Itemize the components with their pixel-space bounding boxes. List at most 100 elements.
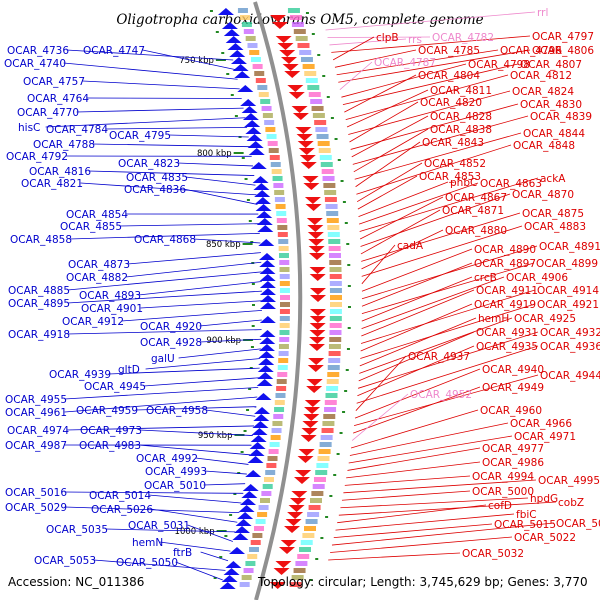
gene-label-right[interactable]: OCAR_4949 <box>482 382 544 394</box>
gene-label-left[interactable]: OCAR_4958 <box>146 405 208 417</box>
gene-label-right[interactable]: OCAR_4899 <box>536 258 598 270</box>
gene-label-left[interactable]: OCAR_4901 <box>81 303 143 315</box>
gene-label-right[interactable]: OCAR_4971 <box>514 431 576 443</box>
gene-label-right[interactable]: crcB <box>474 272 497 284</box>
gene-label-left[interactable]: OCAR_5014 <box>89 490 151 502</box>
gene-label-right[interactable]: OCAR_4787 <box>374 57 436 69</box>
gene-label-right[interactable]: OCAR_4867 <box>445 192 507 204</box>
gene-label-right[interactable]: rrs <box>408 34 422 46</box>
gene-label-right[interactable]: OCAR_5015 <box>494 519 556 531</box>
gene-label-left[interactable]: OCAR_4882 <box>66 272 128 284</box>
gene-label-right[interactable]: OCAR_4935 <box>476 341 538 353</box>
gene-label-right[interactable]: OCAR_4936 <box>540 341 600 353</box>
gene-label-left[interactable]: OCAR_5050 <box>116 557 178 569</box>
gene-label-left[interactable]: OCAR_5010 <box>144 480 206 492</box>
gene-label-right[interactable]: OCAR_4848 <box>513 140 575 152</box>
gene-label-left[interactable]: OCAR_4854 <box>66 209 128 221</box>
gene-label-left[interactable]: OCAR_4973 <box>80 425 142 437</box>
gene-label-left[interactable]: OCAR_4955 <box>5 394 67 406</box>
gene-label-left[interactable]: OCAR_4757 <box>23 76 85 88</box>
gene-label-right[interactable]: OCAR_4871 <box>442 205 504 217</box>
gene-label-left[interactable]: OCAR_4747 <box>83 45 145 57</box>
gene-label-left[interactable]: ftrB <box>173 547 192 559</box>
gene-label-right[interactable]: hemH <box>478 313 509 325</box>
gene-label-right[interactable]: OCAR_4940 <box>482 364 544 376</box>
gene-label-right[interactable]: OCAR_4875 <box>522 208 584 220</box>
gene-label-right[interactable]: OCAR_4911 <box>476 285 538 297</box>
gene-label-right[interactable]: OCAR_5012 <box>556 518 600 530</box>
gene-label-right[interactable]: OCAR_4797 <box>532 31 594 43</box>
gene-label-right[interactable]: OCAR_4931 <box>476 327 538 339</box>
gene-label-left[interactable]: OCAR_4928 <box>140 337 202 349</box>
gene-label-right[interactable]: cadA <box>397 240 424 252</box>
gene-label-left[interactable]: OCAR_4823 <box>118 158 180 170</box>
gene-label-right[interactable]: OCAR_4798 <box>468 59 530 71</box>
gene-label-right[interactable]: OCAR_4966 <box>510 418 572 430</box>
gene-label-right[interactable]: OCAR_4925 <box>514 313 576 325</box>
gene-label-left[interactable]: OCAR_5026 <box>91 504 153 516</box>
gene-label-left[interactable]: galU <box>151 353 175 365</box>
gene-label-right[interactable]: OCAR_4839 <box>530 111 592 123</box>
gene-label-right[interactable]: OCAR_4890 <box>474 244 536 256</box>
gene-label-left[interactable]: OCAR_4939 <box>49 369 111 381</box>
gene-label-right[interactable]: clpB <box>376 32 399 44</box>
gene-label-right[interactable]: OCAR_4960 <box>480 405 542 417</box>
gene-label-right[interactable]: OCAR_4853 <box>419 171 481 183</box>
gene-label-left[interactable]: OCAR_4858 <box>10 234 72 246</box>
gene-label-left[interactable]: OCAR_4959 <box>76 405 138 417</box>
gene-label-right[interactable]: fbiC <box>516 509 537 521</box>
gene-label-right[interactable]: OCAR_4952 <box>410 389 472 401</box>
gene-label-left[interactable]: OCAR_4983 <box>79 440 141 452</box>
gene-label-left[interactable]: OCAR_4992 <box>136 453 198 465</box>
gene-label-right[interactable]: OCAR_4919 <box>474 299 536 311</box>
gene-label-right[interactable]: OCAR_4995 <box>538 475 600 487</box>
gene-label-right[interactable]: OCAR_4852 <box>424 158 486 170</box>
gene-label-left[interactable]: OCAR_4918 <box>8 329 70 341</box>
gene-label-left[interactable]: OCAR_5053 <box>34 555 96 567</box>
gene-label-right[interactable]: OCAR_4937 <box>408 351 470 363</box>
gene-label-right[interactable]: OCAR_4782 <box>432 32 494 44</box>
gene-label-right[interactable]: OCAR_4870 <box>512 189 574 201</box>
gene-label-right[interactable]: OCAR_4921 <box>537 299 599 311</box>
gene-label-left[interactable]: OCAR_4836 <box>124 184 186 196</box>
gene-label-left[interactable]: OCAR_4868 <box>134 234 196 246</box>
gene-label-right[interactable]: OCAR_5000 <box>472 486 534 498</box>
gene-label-left[interactable]: OCAR_5029 <box>5 502 67 514</box>
gene-label-left[interactable]: OCAR_4945 <box>84 381 146 393</box>
gene-label-left[interactable]: OCAR_4770 <box>17 107 79 119</box>
gene-label-right[interactable]: OCAR_4844 <box>523 128 585 140</box>
gene-label-right[interactable]: OCAR_4820 <box>420 97 482 109</box>
gene-label-right[interactable]: OCAR_4804 <box>418 70 480 82</box>
gene-label-right[interactable]: rrl <box>537 7 548 19</box>
gene-label-right[interactable]: OCAR_4994 <box>472 471 534 483</box>
gene-label-left[interactable]: OCAR_4821 <box>21 178 83 190</box>
gene-label-right[interactable]: OCAR_4811 <box>430 85 492 97</box>
gene-label-right[interactable]: cofD <box>488 500 512 512</box>
gene-label-right[interactable]: OCAR_4806 <box>532 45 594 57</box>
gene-label-left[interactable]: OCAR_5016 <box>5 487 67 499</box>
gene-label-left[interactable]: OCAR_4788 <box>33 139 95 151</box>
gene-label-right[interactable]: ackA <box>540 173 566 185</box>
gene-label-right[interactable]: OCAR_4897 <box>474 258 536 270</box>
gene-label-right[interactable]: OCAR_4830 <box>520 99 582 111</box>
gene-label-right[interactable]: OCAR_4932 <box>540 327 600 339</box>
gene-label-right[interactable]: OCAR_4880 <box>445 225 507 237</box>
gene-label-right[interactable]: OCAR_4891 <box>539 241 600 253</box>
gene-label-left[interactable]: OCAR_4893 <box>79 290 141 302</box>
gene-label-right[interactable]: OCAR_4906 <box>506 272 568 284</box>
gene-label-left[interactable]: OCAR_5035 <box>46 524 108 536</box>
gene-label-right[interactable]: OCAR_4883 <box>524 221 586 233</box>
gene-label-right[interactable]: OCAR_4944 <box>540 370 600 382</box>
gene-label-right[interactable]: OCAR_4863 <box>480 178 542 190</box>
gene-label-left[interactable]: OCAR_4855 <box>60 221 122 233</box>
gene-label-left[interactable]: OCAR_4920 <box>140 321 202 333</box>
gene-label-left[interactable]: OCAR_4816 <box>29 166 91 178</box>
gene-label-left[interactable]: OCAR_4736 <box>7 45 69 57</box>
gene-label-right[interactable]: cobZ <box>558 497 584 509</box>
gene-label-left[interactable]: OCAR_4974 <box>7 425 69 437</box>
gene-label-left[interactable]: gltD <box>118 364 140 376</box>
gene-label-right[interactable]: OCAR_4977 <box>482 443 544 455</box>
gene-label-left[interactable]: OCAR_4987 <box>5 440 67 452</box>
gene-label-right[interactable]: OCAR_4828 <box>430 111 492 123</box>
gene-label-right[interactable]: OCAR_4807 <box>520 59 582 71</box>
